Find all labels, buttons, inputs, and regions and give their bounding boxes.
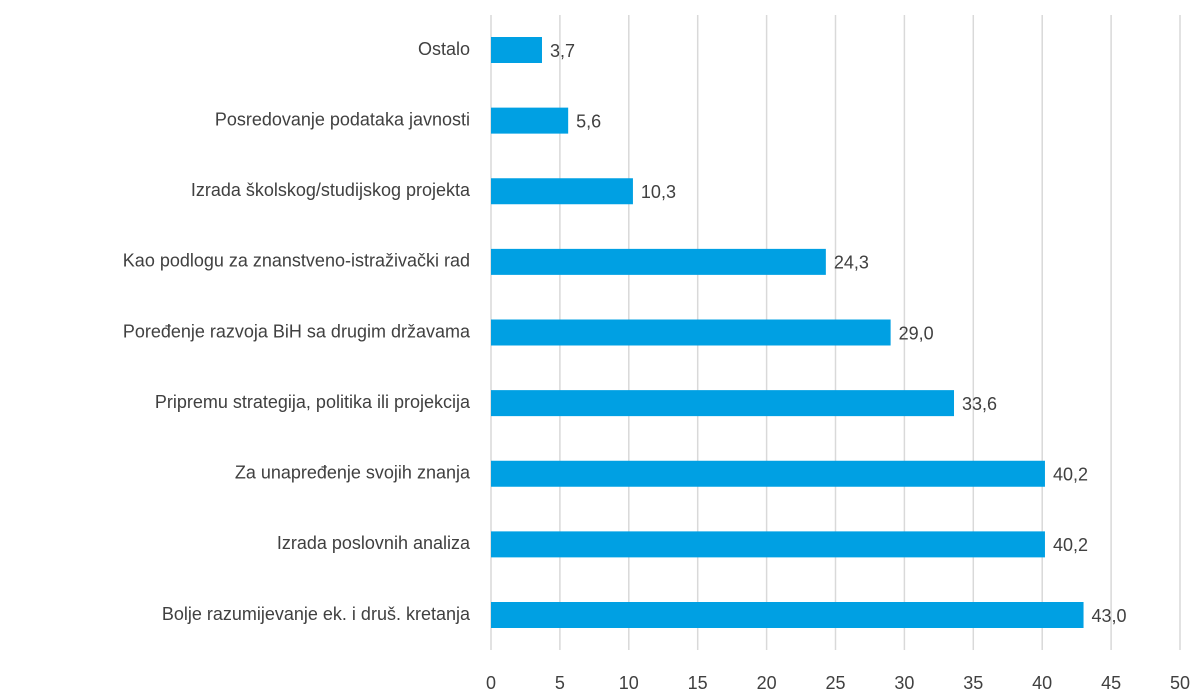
bar (491, 390, 955, 417)
bar (491, 602, 1084, 628)
bar (491, 460, 1045, 487)
bar (491, 107, 569, 134)
value-label: 40,2 (1053, 465, 1088, 485)
x-tick-label: 20 (757, 673, 777, 691)
value-label: 33,6 (962, 394, 997, 414)
value-label: 10,3 (641, 182, 676, 202)
category-label: Izrada školskog/studijskog projekta (191, 180, 471, 200)
value-label: 40,2 (1053, 535, 1088, 555)
x-tick-label: 30 (894, 673, 914, 691)
category-label: Izrada poslovnih analiza (277, 533, 471, 553)
category-label: Pripremu strategija, politika ili projek… (155, 392, 471, 412)
x-tick-label: 40 (1032, 673, 1052, 691)
value-label: 29,0 (899, 323, 934, 343)
x-tick-label: 5 (555, 673, 565, 691)
x-tick-label: 35 (963, 673, 983, 691)
x-tick-label: 45 (1101, 673, 1121, 691)
x-tick-label: 15 (688, 673, 708, 691)
category-label: Za unapređenje svojih znanja (235, 463, 471, 483)
bar (491, 248, 826, 275)
category-label: Kao podlogu za znanstveno-istraživački r… (123, 251, 470, 271)
category-label: Ostalo (418, 39, 470, 59)
value-label: 24,3 (834, 253, 869, 273)
value-label: 43,0 (1092, 606, 1127, 626)
category-label: Bolje razumijevanje ek. i druš. kretanja (162, 604, 471, 624)
bar (491, 531, 1045, 558)
value-label: 3,7 (550, 41, 575, 61)
x-tick-label: 50 (1170, 673, 1190, 691)
x-tick-label: 0 (486, 673, 496, 691)
bar (491, 319, 891, 346)
category-label: Poređenje razvoja BiH sa drugim državama (123, 321, 471, 341)
category-label: Posredovanje podataka javnosti (215, 109, 470, 129)
bar (491, 178, 633, 205)
bar (491, 37, 542, 63)
value-label: 5,6 (576, 111, 601, 131)
x-tick-label: 25 (825, 673, 845, 691)
x-tick-label: 10 (619, 673, 639, 691)
